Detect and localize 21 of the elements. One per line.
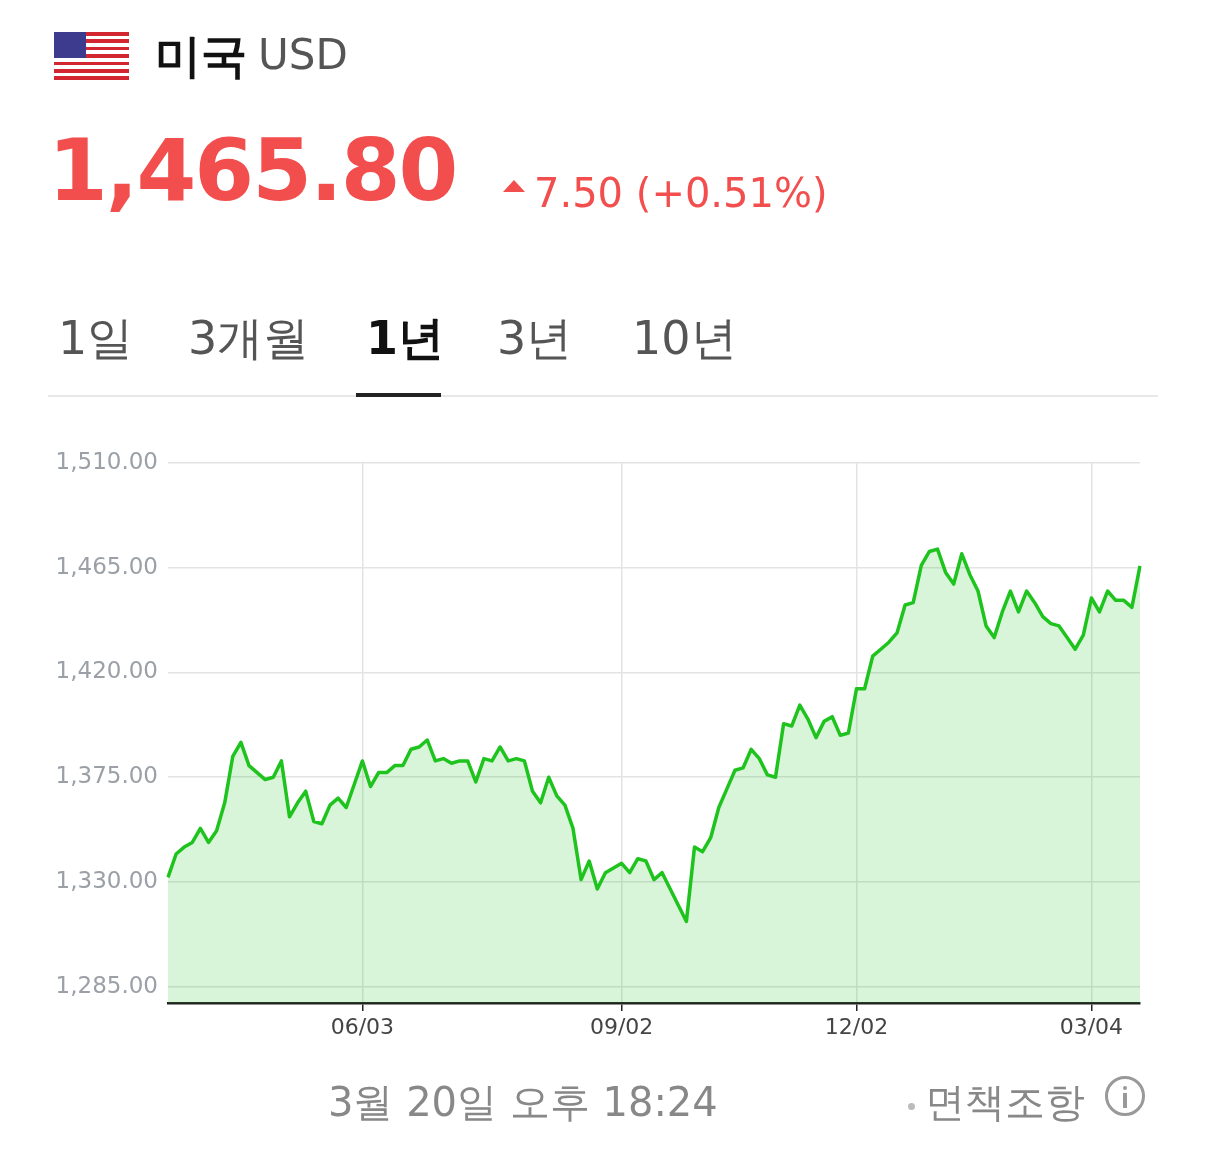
- y-tick-label: 1,465.00: [55, 552, 158, 579]
- y-tick-label: 1,375.00: [55, 762, 158, 789]
- text: 3월 20일 오후 18:24: [328, 1078, 718, 1127]
- text: 10년: [632, 310, 737, 367]
- x-tick-label: 03/04: [1059, 1013, 1124, 1039]
- text: 7.50 (+0.51%): [534, 170, 828, 216]
- y-tick-label: 1,510.00: [55, 447, 158, 474]
- chart-subtitle: USD: [258, 30, 348, 79]
- text: 3개월: [188, 310, 310, 367]
- text: 3년: [497, 310, 573, 367]
- text: 면책조항: [925, 1078, 1085, 1127]
- x-tick-label: 12/02: [824, 1013, 889, 1039]
- text: 1년: [366, 310, 445, 367]
- text: 1일: [58, 310, 134, 367]
- x-tick-label: 06/03: [330, 1013, 395, 1039]
- y-tick-label: 1,330.00: [55, 866, 158, 893]
- x-tick-label: 09/02: [589, 1013, 654, 1039]
- chart-title: 미국: [155, 28, 247, 85]
- y-tick-label: 1,420.00: [55, 657, 158, 684]
- text: 1,465.80: [48, 120, 457, 220]
- y-tick-label: 1,285.00: [55, 971, 158, 998]
